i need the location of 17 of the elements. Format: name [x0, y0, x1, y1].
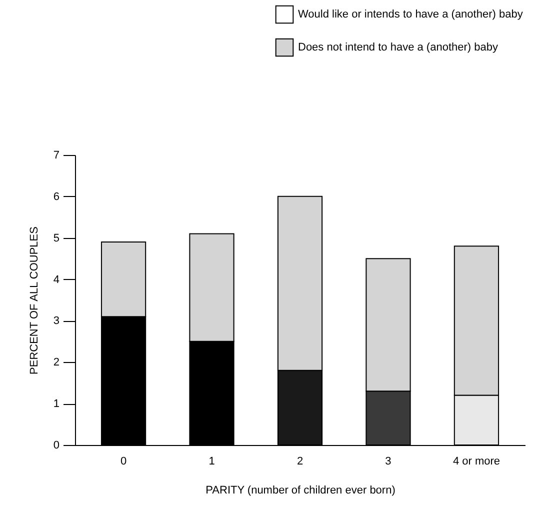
x-axis-title: PARITY (number of children ever born) — [206, 484, 396, 496]
y-tick-label: 4 — [53, 274, 60, 286]
y-tick-label: 3 — [53, 315, 60, 328]
y-tick-label: 2 — [53, 356, 60, 369]
y-tick-label: 6 — [53, 190, 60, 203]
y-tick-label: 5 — [53, 232, 60, 244]
y-tick-label: 0 — [53, 440, 60, 452]
x-tick-label: 4 or more — [452, 456, 500, 468]
x-tick-label: 3 — [385, 456, 392, 468]
x-tick-label: 2 — [296, 456, 304, 468]
legend-label: Would like or intends to have a (another) baby — [298, 8, 524, 20]
legend-label: Does not intend to have a (another) baby — [298, 42, 498, 54]
x-tick-label: 0 — [120, 456, 127, 468]
x-tick-label: 1 — [208, 456, 215, 468]
y-tick-label: 7 — [53, 150, 60, 162]
y-axis-title: PERCENT OF ALL COUPLES — [28, 226, 40, 374]
y-tick-label: 1 — [53, 398, 60, 410]
